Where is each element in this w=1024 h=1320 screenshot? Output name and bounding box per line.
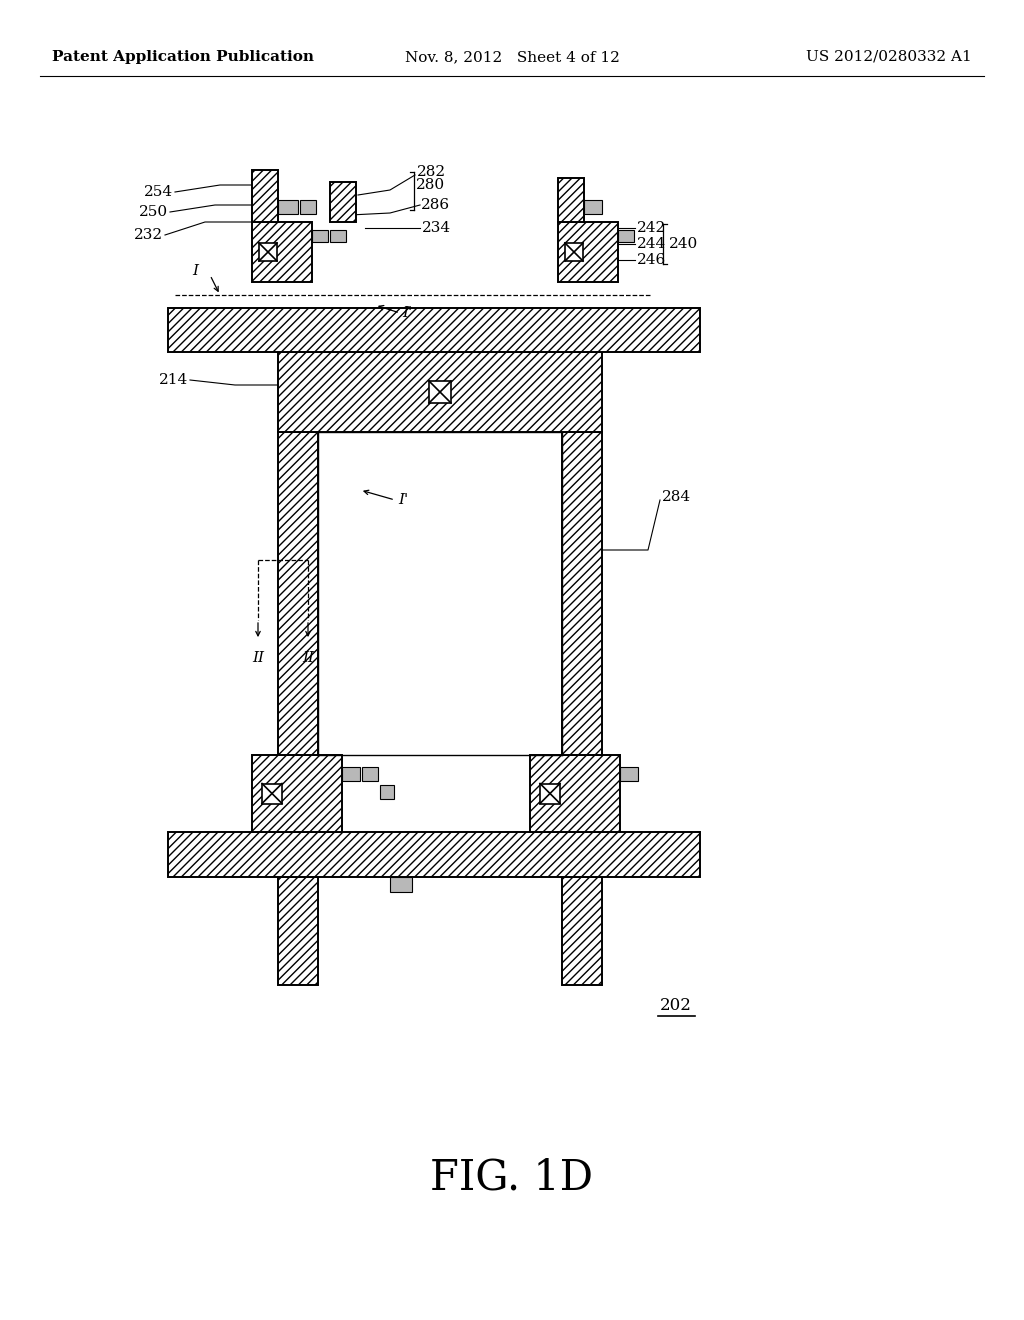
Text: I': I' [398, 492, 409, 507]
Text: Patent Application Publication: Patent Application Publication [52, 50, 314, 63]
Text: Nov. 8, 2012   Sheet 4 of 12: Nov. 8, 2012 Sheet 4 of 12 [404, 50, 620, 63]
Text: 280: 280 [416, 178, 445, 191]
Text: II: II [252, 651, 264, 665]
Text: 214: 214 [159, 374, 188, 387]
Bar [252, 170, 278, 222]
Bar [278, 352, 602, 432]
Bar [618, 230, 634, 242]
Text: 234: 234 [422, 220, 452, 235]
Bar [278, 432, 318, 755]
Bar [278, 201, 298, 214]
Bar [584, 201, 602, 214]
Bar [558, 222, 618, 282]
Text: 244: 244 [637, 238, 667, 251]
Text: 286: 286 [421, 198, 451, 213]
Bar [278, 876, 318, 985]
Text: US 2012/0280332 A1: US 2012/0280332 A1 [806, 50, 972, 63]
Text: FIG. 1D: FIG. 1D [430, 1158, 594, 1199]
Bar [168, 308, 700, 352]
Bar [252, 755, 342, 832]
Text: 242: 242 [637, 220, 667, 235]
Bar [259, 243, 278, 261]
Bar [252, 222, 312, 282]
Bar [540, 784, 560, 804]
Text: 246: 246 [637, 253, 667, 267]
Bar [565, 243, 583, 261]
Text: I: I [193, 264, 198, 279]
Text: 232: 232 [134, 228, 163, 242]
Text: I': I' [402, 306, 413, 319]
Text: 250: 250 [139, 205, 168, 219]
Text: 202: 202 [660, 997, 692, 1014]
Bar [562, 876, 602, 985]
Bar [168, 832, 700, 876]
Text: 254: 254 [144, 185, 173, 199]
Text: II: II [302, 651, 314, 665]
Bar [342, 767, 360, 781]
Bar [330, 230, 346, 242]
Bar [530, 755, 620, 832]
Bar [312, 230, 328, 242]
Bar [262, 784, 282, 804]
Text: 240: 240 [669, 238, 698, 251]
Bar [300, 201, 316, 214]
Bar [380, 785, 394, 799]
Bar [558, 178, 584, 222]
Bar [330, 182, 356, 222]
Bar [362, 767, 378, 781]
Bar [390, 876, 412, 892]
Bar [562, 432, 602, 755]
Bar [429, 381, 451, 403]
Text: 284: 284 [662, 490, 691, 504]
Bar [620, 767, 638, 781]
Text: 282: 282 [417, 165, 446, 180]
